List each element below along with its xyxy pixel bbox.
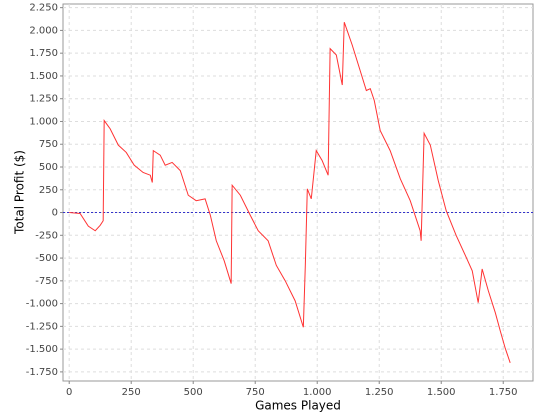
x-tick-label: 1.000 [303,387,332,398]
x-tick-label: 1.750 [489,387,518,398]
y-tick-label: 2.000 [29,25,58,36]
x-axis-label: Games Played [255,399,341,413]
y-tick-label: 0 [52,208,58,219]
x-tick-label: 250 [122,387,141,398]
y-tick-label: 750 [39,139,58,150]
y-tick-label: 500 [39,162,58,173]
y-tick-label: 2.250 [29,3,58,14]
x-tick-label: 750 [246,387,265,398]
plot-area [62,3,534,382]
line-series [69,22,511,363]
y-tick-label: -750 [35,276,58,287]
x-tick-label: 1.500 [427,387,456,398]
y-tick-label: 1.250 [29,94,58,105]
y-axis-label: Total Profit ($) [13,150,27,235]
x-tick-label: 0 [66,387,72,398]
y-tick-label: 1.000 [29,116,58,127]
y-tick-label: -500 [35,253,58,264]
y-tick-label: -250 [35,230,58,241]
y-tick-label: -1.250 [26,321,58,332]
y-tick-label: 1.750 [29,48,58,59]
y-tick-label: -1.750 [26,367,58,378]
y-tick-label: -1.000 [26,299,58,310]
x-tick-label: 500 [184,387,203,398]
y-tick-label: 250 [39,185,58,196]
x-tick-label: 1.250 [365,387,394,398]
y-tick-label: 1.500 [29,71,58,82]
y-tick-label: -1.500 [26,344,58,355]
